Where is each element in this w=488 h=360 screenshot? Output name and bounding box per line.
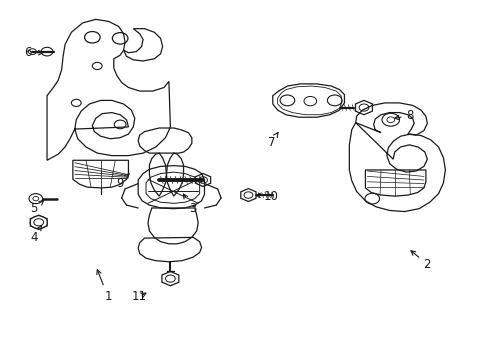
Circle shape bbox=[29, 194, 42, 204]
Text: 1: 1 bbox=[97, 270, 111, 303]
Text: 11: 11 bbox=[132, 290, 147, 303]
Text: 2: 2 bbox=[410, 251, 430, 271]
Text: 4: 4 bbox=[30, 226, 41, 244]
Text: 9: 9 bbox=[116, 174, 129, 190]
Text: 3: 3 bbox=[183, 194, 197, 215]
Text: 7: 7 bbox=[267, 132, 277, 149]
Text: 10: 10 bbox=[255, 190, 278, 203]
Text: 6: 6 bbox=[24, 46, 43, 59]
Text: 5: 5 bbox=[30, 201, 43, 215]
Text: 8: 8 bbox=[394, 109, 413, 122]
